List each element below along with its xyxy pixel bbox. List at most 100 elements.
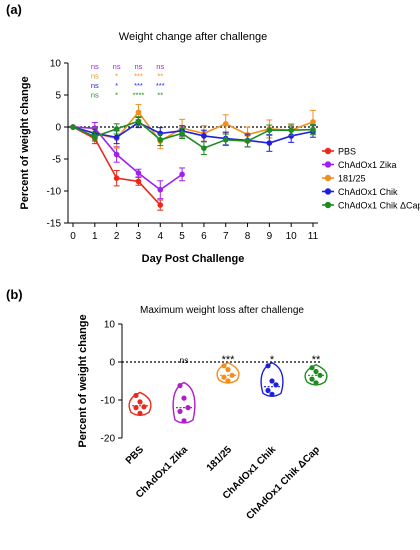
legend-label: 181/25 bbox=[338, 174, 366, 184]
category-label: PBS bbox=[124, 444, 147, 467]
data-point bbox=[310, 126, 316, 133]
legend-label: PBS bbox=[338, 147, 356, 157]
legend-marker bbox=[324, 147, 332, 155]
data-point bbox=[310, 119, 316, 125]
data-point bbox=[309, 365, 315, 371]
group-3 bbox=[260, 362, 284, 397]
y-axis-label-a: Percent of weight change bbox=[19, 76, 31, 209]
significance-label: *** bbox=[134, 72, 143, 81]
significance-label: ns bbox=[91, 72, 99, 81]
significance-label: * bbox=[115, 72, 118, 81]
x-tick-label-a: 3 bbox=[136, 231, 142, 242]
x-tick-label-a: 9 bbox=[267, 231, 273, 242]
significance-label: ** bbox=[157, 72, 163, 81]
legend-marker bbox=[324, 201, 332, 209]
x-tick-label-a: 1 bbox=[92, 231, 98, 242]
data-point bbox=[309, 376, 315, 382]
series-line bbox=[72, 120, 314, 150]
data-point bbox=[70, 124, 76, 130]
data-point bbox=[135, 109, 142, 116]
panel-letter-b: (b) bbox=[6, 287, 23, 302]
data-point bbox=[221, 363, 227, 369]
y-tick-label-b: 10 bbox=[104, 320, 116, 331]
data-point bbox=[313, 368, 319, 375]
data-point bbox=[113, 151, 120, 158]
data-point bbox=[221, 374, 227, 380]
legend-marker bbox=[324, 161, 332, 168]
data-point bbox=[135, 170, 142, 176]
data-point bbox=[137, 399, 143, 405]
series-3 bbox=[70, 116, 316, 152]
significance-label: ** bbox=[312, 354, 321, 366]
significance-label: *** bbox=[134, 81, 143, 90]
significance-label: * bbox=[115, 81, 118, 90]
series-line bbox=[72, 110, 314, 143]
data-point bbox=[157, 130, 164, 137]
y-tick-label-a: -5 bbox=[52, 155, 61, 166]
x-tick-label-a: 10 bbox=[286, 231, 298, 242]
data-point bbox=[157, 202, 164, 208]
data-point bbox=[133, 405, 139, 411]
data-point bbox=[269, 391, 275, 397]
group-4 bbox=[304, 363, 328, 386]
significance-label: * bbox=[270, 354, 275, 366]
y-tick-label-a: -10 bbox=[47, 187, 62, 198]
data-point bbox=[181, 395, 187, 401]
data-point bbox=[265, 363, 271, 369]
data-point bbox=[266, 140, 273, 146]
significance-label: ns bbox=[134, 62, 142, 71]
data-point bbox=[135, 118, 142, 125]
y-tick-label-b: -10 bbox=[101, 396, 116, 407]
y-tick-label-b: 0 bbox=[109, 358, 115, 369]
data-point bbox=[265, 387, 271, 394]
legend-label: ChAdOx1 Zika bbox=[338, 160, 397, 170]
data-point bbox=[92, 133, 98, 140]
significance-label: **** bbox=[133, 91, 145, 100]
y-tick-label-a: 10 bbox=[50, 59, 62, 70]
x-axis-label-a: Day Post Challenge bbox=[142, 253, 245, 265]
legend-marker bbox=[324, 174, 332, 182]
violin-outline bbox=[172, 381, 196, 424]
data-point bbox=[157, 186, 164, 193]
significance-label: ns bbox=[113, 62, 121, 71]
x-tick-label-a: 5 bbox=[179, 231, 185, 242]
data-point bbox=[229, 372, 235, 378]
significance-label: ns bbox=[91, 91, 99, 100]
significance-label: *** bbox=[222, 354, 236, 366]
data-point bbox=[222, 121, 229, 127]
chart-b: (b) Maximum weight loss after challenge -2… bbox=[6, 287, 328, 522]
data-point bbox=[269, 378, 275, 384]
y-tick-label-a: -15 bbox=[47, 219, 62, 230]
data-point bbox=[133, 392, 139, 399]
data-point bbox=[113, 134, 120, 141]
x-tick-label-a: 2 bbox=[114, 231, 120, 242]
data-point bbox=[244, 138, 251, 144]
x-tick-label-a: 8 bbox=[245, 231, 251, 242]
y-tick-label-a: 5 bbox=[55, 91, 61, 102]
group-2 bbox=[216, 362, 240, 384]
data-point bbox=[201, 133, 207, 139]
data-point bbox=[113, 126, 120, 132]
data-point bbox=[273, 382, 279, 388]
data-point bbox=[201, 145, 207, 151]
significance-label: ns bbox=[156, 62, 164, 71]
data-point bbox=[317, 372, 323, 378]
series-4 bbox=[70, 116, 316, 156]
x-tick-label-a: 7 bbox=[223, 231, 229, 242]
panel-letter-a: (a) bbox=[6, 2, 22, 17]
data-point bbox=[137, 410, 143, 416]
data-point bbox=[181, 418, 187, 424]
data-point bbox=[185, 405, 191, 411]
data-point bbox=[288, 133, 294, 139]
legend-marker bbox=[324, 188, 332, 195]
group-0 bbox=[128, 391, 152, 416]
significance-label: *** bbox=[156, 81, 165, 90]
data-point bbox=[225, 378, 231, 384]
legend-label: ChAdOx1 Chik ΔCap bbox=[338, 201, 420, 211]
series-line bbox=[72, 121, 314, 144]
x-tick-label-a: 0 bbox=[70, 231, 76, 242]
chart-title-a: Weight change after challenge bbox=[119, 31, 267, 43]
data-point bbox=[225, 367, 231, 373]
data-point bbox=[288, 127, 294, 133]
